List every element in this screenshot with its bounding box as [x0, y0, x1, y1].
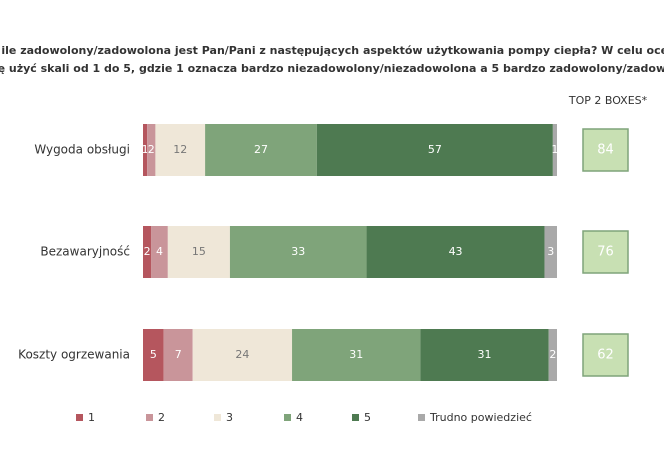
bar-segment	[229, 226, 367, 278]
value-label: 31	[478, 348, 492, 361]
value-label: 1	[142, 143, 149, 156]
category-label: Wygoda obsługi	[34, 143, 130, 157]
bar-segment	[544, 226, 557, 278]
value-label: 12	[173, 143, 187, 156]
value-label: 57	[428, 143, 442, 156]
value-label: 15	[192, 245, 206, 258]
chart-title: proszę użyć skali od 1 do 5, gdzie 1 ozn…	[0, 62, 664, 75]
value-label: 7	[175, 348, 182, 361]
chart-title: Na ile zadowolony/zadowolona jest Pan/Pa…	[0, 44, 664, 57]
legend-swatch	[284, 414, 291, 421]
bar-segment	[205, 124, 317, 176]
bar-segment	[552, 124, 557, 176]
legend-label: 5	[364, 411, 371, 424]
legend-swatch	[214, 414, 221, 421]
value-label: 27	[254, 143, 268, 156]
value-label: 2	[144, 245, 151, 258]
value-label: 4	[156, 245, 163, 258]
bar-segment	[147, 124, 156, 176]
legend-swatch	[146, 414, 153, 421]
value-label: 43	[449, 245, 463, 258]
bar-segment	[167, 226, 230, 278]
value-label: 1	[551, 143, 558, 156]
legend-label: Trudno powiedzieć	[429, 411, 532, 424]
legend-label: 1	[88, 411, 95, 424]
top2-box	[582, 333, 629, 377]
bar-segment	[143, 124, 148, 176]
bar-segment	[192, 329, 293, 381]
legend-label: 3	[226, 411, 233, 424]
legend-swatch	[352, 414, 359, 421]
top2-header: TOP 2 BOXES*	[568, 94, 648, 107]
bar-segment	[548, 329, 557, 381]
bar-segment	[420, 329, 549, 381]
value-label: 3	[547, 245, 554, 258]
value-label: 33	[291, 245, 305, 258]
legend-swatch	[418, 414, 425, 421]
top2-box	[582, 230, 629, 274]
bar-segment	[292, 329, 421, 381]
value-label: 31	[349, 348, 363, 361]
bar-segment	[143, 329, 164, 381]
legend-swatch	[76, 414, 83, 421]
bar-segment	[143, 226, 152, 278]
top2-value: 76	[597, 245, 614, 260]
legend-label: 2	[158, 411, 165, 424]
bar-segment	[316, 124, 553, 176]
top2-value: 62	[597, 348, 614, 363]
category-label: Bezawaryjność	[40, 245, 130, 259]
top2-box	[582, 128, 629, 172]
value-label: 24	[235, 348, 249, 361]
value-label: 2	[549, 348, 556, 361]
category-label: Koszty ogrzewania	[18, 348, 130, 362]
value-label: 2	[148, 143, 155, 156]
bar-segment	[151, 226, 168, 278]
bar-segment	[163, 329, 193, 381]
top2-value: 84	[597, 143, 614, 158]
bar-segment	[155, 124, 206, 176]
bar-segment	[366, 226, 545, 278]
value-label: 5	[150, 348, 157, 361]
legend-label: 4	[296, 411, 303, 424]
